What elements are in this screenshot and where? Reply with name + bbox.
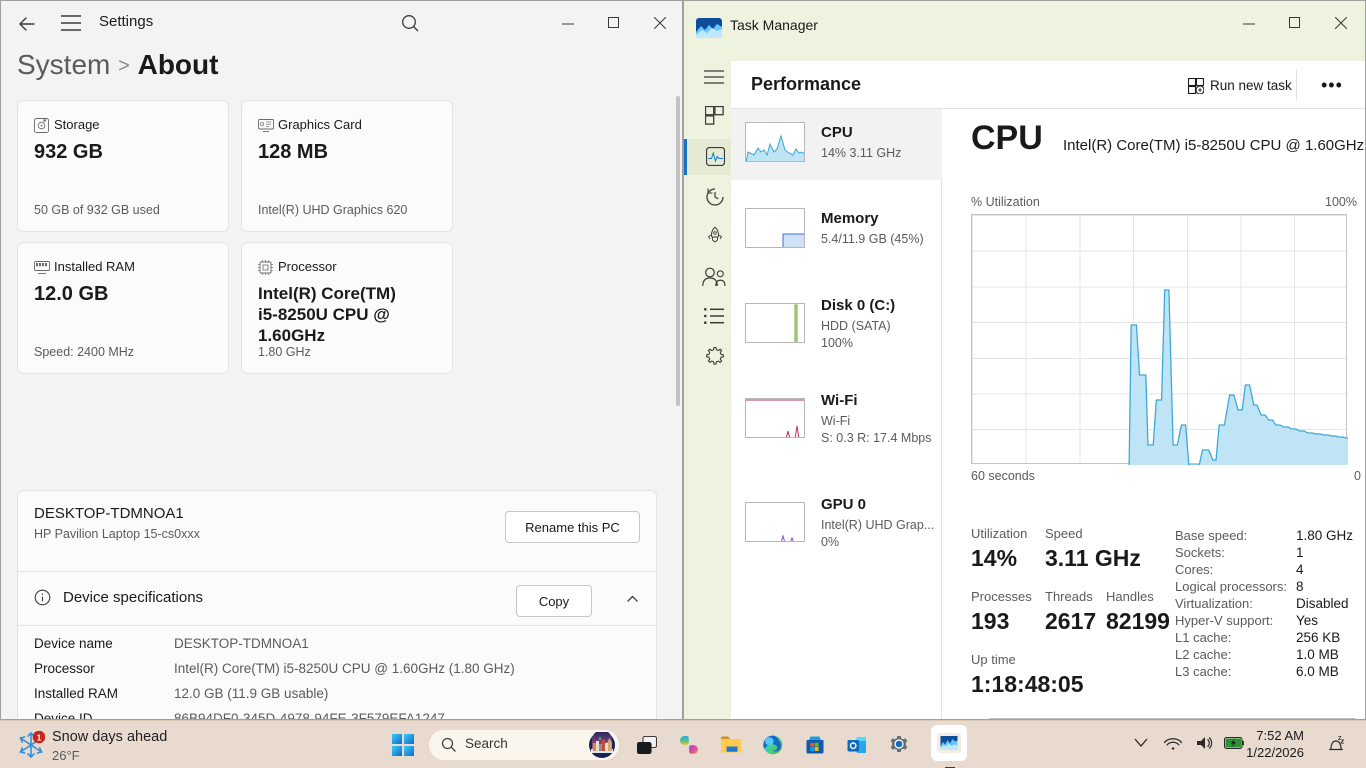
svg-text:1: 1 xyxy=(37,732,42,742)
